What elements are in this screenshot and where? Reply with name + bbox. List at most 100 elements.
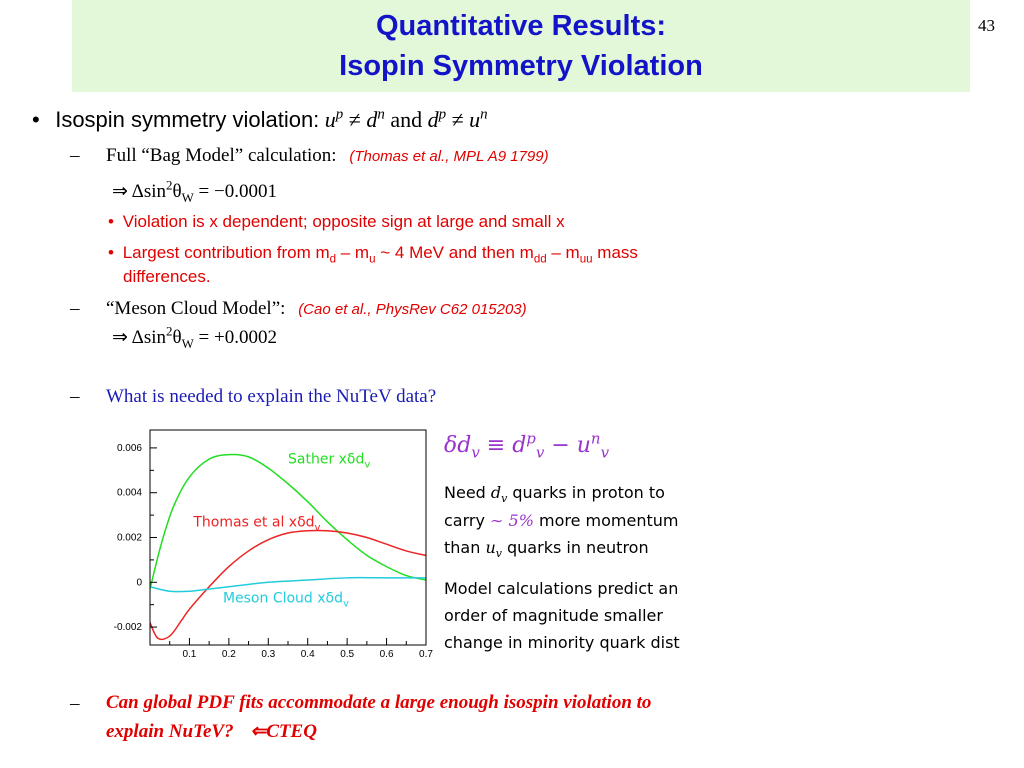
math-n: n [377, 106, 385, 123]
slide-title-line2: Isopin Symmetry Violation [339, 50, 703, 82]
sub-bullet-text-2b: – m [336, 243, 370, 262]
series-label-3: Meson Cloud xδdv [223, 590, 349, 609]
bullet-lead: Isospin symmetry violation: [55, 107, 320, 132]
note2-math: ∼ 5% [490, 511, 534, 530]
series-line-1 [150, 453, 426, 590]
note3-b: quarks in neutron [501, 538, 649, 557]
sub-d: d [329, 253, 337, 266]
bag-result-exp: 2 [166, 177, 173, 193]
bag-model-result: ⇒ Δsin2θW = −0.0001 [112, 177, 277, 204]
note-line-4: Model calculations predict an [444, 579, 679, 598]
x-tick-label-3: 0.4 [301, 649, 315, 660]
sub-bullet-text-2e: mass [592, 243, 638, 262]
chart-curve-labels: Sather xδdv Thomas et al xδdv Meson Cloud … [192, 452, 370, 610]
note1-a: Need [444, 483, 491, 502]
formula-u-sub: v [600, 443, 610, 462]
series-label-sub-3: v [343, 598, 349, 609]
meson-model-result: ⇒ Δsin2θW = +0.0002 [112, 325, 277, 350]
final-dash: – [70, 693, 80, 714]
final-line-2-text: explain NuTeV? [106, 721, 234, 742]
left-arrow-icon: ⇐ [250, 721, 267, 742]
series-label-2: Thomas et al xδdv [192, 514, 320, 533]
sub-bullet-dot-2: • [108, 243, 114, 262]
title-banner: Quantitative Results: Isopin Symmetry Vi… [72, 0, 970, 92]
meson-result-value: = +0.0002 [193, 327, 277, 348]
bullet-conj: and [390, 107, 423, 132]
formula-lhs: δd [444, 433, 472, 458]
series-line-2 [150, 529, 426, 641]
y-tick-label-2: 0.002 [117, 533, 142, 544]
series-label-sub-2: v [315, 522, 321, 533]
bag-sub-bullet-2: • Largest contribution from md – mu ~ 4 … [108, 243, 638, 266]
math-u: u [324, 107, 336, 132]
series-label-1: Sather xδdv [288, 452, 370, 471]
bag-result-theta: θ [172, 181, 182, 202]
bag-model-line: Full “Bag Model” calculation: (Thomas et… [106, 145, 549, 167]
note3-a: than [444, 538, 486, 557]
sub-bullet-text-2d: – m [546, 243, 580, 262]
bag-result-prefix: ⇒ Δsin [112, 181, 167, 202]
final-cteq: CTEQ [266, 721, 317, 742]
sub-bullet-text-2-cont: differences. [123, 267, 211, 286]
note3-sub: v [495, 547, 502, 561]
sub-u: u [369, 253, 376, 266]
x-tick-label-0: 0.1 [182, 649, 196, 660]
sub-bullet-text-1: Violation is x dependent; opposite sign … [122, 212, 565, 231]
bullet-mark: • [32, 107, 40, 132]
meson-model-dash: – [70, 298, 80, 319]
series-line-3 [150, 576, 426, 593]
y-tick-label-3: 0.004 [117, 488, 142, 499]
meson-result-prefix: ⇒ Δsin [112, 327, 167, 348]
slide-title-line1: Quantitative Results: [375, 10, 667, 42]
sub-bullet-text-2a: Largest contribution from m [122, 243, 330, 262]
bag-model-dash: – [70, 145, 80, 166]
series-label-sub-1: v [364, 460, 370, 471]
meson-model-line: “Meson Cloud Model”: (Cao et al., PhysRe… [106, 298, 527, 320]
bag-model-label: Full “Bag Model” calculation: [106, 145, 337, 166]
note1-b: quarks in proton to [507, 483, 665, 502]
x-tick-label-5: 0.6 [380, 649, 394, 660]
math-d2: d [427, 107, 439, 132]
question-text: What is needed to explain the NuTeV data… [106, 386, 437, 407]
note2-a: carry [444, 511, 491, 530]
y-tick-label-1: 0 [136, 577, 142, 588]
page-number: 43 [978, 16, 995, 35]
chart-svg: 0.1 0.2 0.3 0.4 0.5 0.6 0.7 -0.002 0 0.002 0.004 0.… [114, 429, 434, 660]
formula-u-sup: n [590, 429, 601, 448]
sub-dd: dd [533, 253, 547, 266]
final-line-1: Can global PDF fits accommodate a large … [106, 692, 652, 713]
delta-dv-formula: δdv ≡ dpv − unv [444, 429, 610, 462]
main-bullet: • Isospin symmetry violation: up ≠ dn an… [32, 107, 488, 133]
formula-u: u [576, 433, 591, 458]
math-n2: n [480, 106, 488, 123]
x-tick-label-6: 0.7 [419, 649, 433, 660]
bag-model-ref: (Thomas et al., MPL A9 1799) [349, 148, 549, 165]
sub-bullet-text-2c: ~ 4 MeV and then m [375, 243, 534, 262]
meson-result-theta: θ [172, 327, 182, 348]
neq-sign: ≠ [348, 107, 361, 132]
formula-minus: − [544, 433, 577, 458]
x-tick-label-1: 0.2 [222, 649, 236, 660]
note-line-5: order of magnitude smaller [444, 606, 663, 625]
sub-uu: uu [579, 253, 593, 266]
x-tick-label-2: 0.3 [261, 649, 275, 660]
formula-d-sub: v [535, 443, 545, 462]
question-dash: – [70, 386, 80, 407]
chart-axes: 0.1 0.2 0.3 0.4 0.5 0.6 0.7 -0.002 0 0.002 0.004 0.… [114, 443, 434, 660]
math-p: p [335, 106, 344, 123]
bag-result-value: = −0.0001 [193, 181, 277, 202]
note2-b: more momentum [533, 511, 679, 530]
note-line-6: change in minority quark dist [444, 633, 680, 652]
formula-d-sup: p [526, 429, 536, 448]
sub-bullet-dot-1: • [108, 212, 114, 231]
note3-math: u [485, 538, 496, 557]
math-d: d [366, 107, 378, 132]
note-line-3: than uv quarks in neutron [444, 538, 649, 561]
note1-math: d [490, 483, 502, 502]
meson-model-label: “Meson Cloud Model”: [106, 298, 286, 319]
neq-sign-2: ≠ [451, 107, 464, 132]
formula-d: d [512, 433, 527, 458]
x-tick-label-4: 0.5 [340, 649, 354, 660]
formula-equiv: ≡ [479, 433, 513, 458]
y-tick-label-0: -0.002 [114, 622, 143, 633]
